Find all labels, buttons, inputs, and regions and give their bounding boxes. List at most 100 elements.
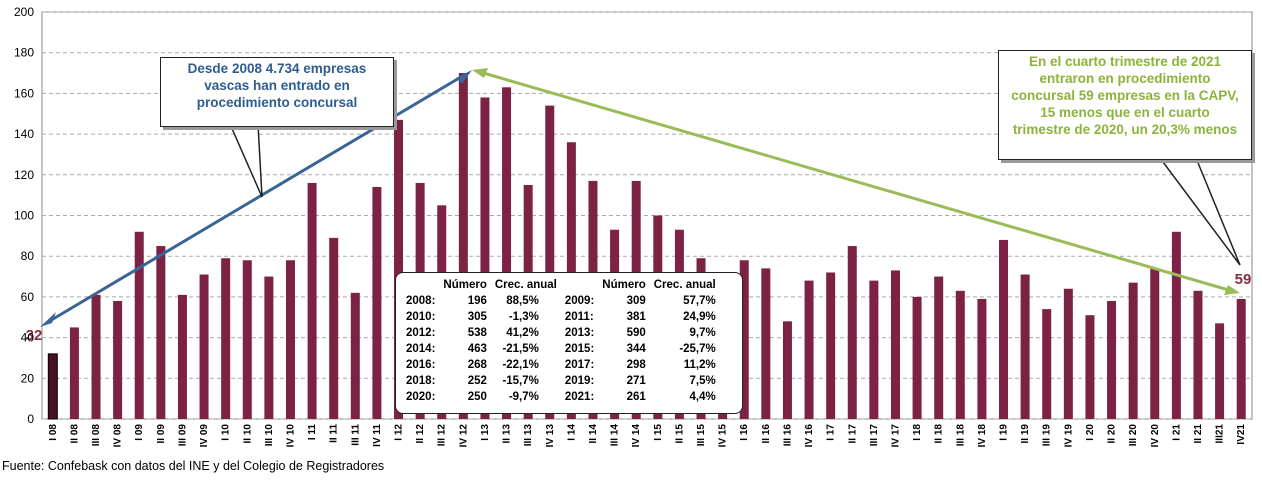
- x-tick-label: I 19: [999, 424, 1010, 441]
- bar: [394, 119, 404, 419]
- x-tick-label: III 11: [350, 424, 361, 446]
- arrow-head: [1224, 285, 1240, 295]
- cell: 381: [626, 311, 646, 323]
- x-tick-label: II 19: [1020, 424, 1031, 444]
- cell: 344: [626, 343, 646, 355]
- x-tick-label: IV21: [1236, 424, 1247, 445]
- bar: [869, 280, 879, 419]
- cell: 2016:: [406, 359, 436, 371]
- cell: 57,7%: [683, 295, 716, 307]
- cell: 538: [467, 327, 487, 339]
- bar: [977, 298, 987, 419]
- cell: 261: [626, 391, 646, 403]
- cell: -25,7%: [679, 343, 716, 355]
- annotation-line: entraron en procedimiento: [1039, 71, 1211, 86]
- bar: [934, 276, 944, 419]
- x-tick-label: III21: [1215, 424, 1226, 444]
- data-label: 32: [26, 327, 43, 344]
- cell: -15,7%: [502, 375, 539, 387]
- x-tick-label: II 21: [1193, 424, 1204, 444]
- bar: [502, 87, 512, 420]
- y-tick-label: 160: [14, 86, 34, 100]
- y-tick-label: 140: [14, 127, 34, 141]
- bar: [1107, 300, 1117, 419]
- annotation-line: concursal 59 empresas en la CAPV,: [1011, 88, 1239, 103]
- x-tick-label: III 08: [91, 424, 102, 447]
- x-tick-label: IV 20: [1150, 424, 1161, 448]
- bar: [1193, 290, 1203, 419]
- x-tick-label: II 08: [69, 424, 80, 444]
- x-tick-label: III 20: [1128, 424, 1139, 447]
- bar: [826, 272, 836, 419]
- bar: [264, 276, 274, 419]
- x-tick-label: II 11: [329, 424, 340, 443]
- cell: 2020:: [406, 391, 436, 403]
- cell: 298: [626, 359, 646, 371]
- x-tick-label: I 08: [48, 424, 59, 441]
- bar: [999, 239, 1009, 419]
- y-tick-label: 80: [21, 249, 35, 263]
- bar: [480, 97, 490, 419]
- header-cell: Número: [602, 279, 646, 291]
- cell: 2009:: [564, 295, 595, 307]
- table-row: 2012: 538 41,2% 2013: 590 9,7%: [402, 325, 720, 341]
- x-tick-label: II 15: [674, 424, 685, 444]
- x-tick-label: III 19: [1042, 424, 1053, 447]
- x-tick-label: IV 14: [631, 424, 642, 448]
- bar: [113, 300, 123, 419]
- x-tick-label: IV 11: [372, 424, 383, 447]
- x-tick-label: I 14: [566, 424, 577, 441]
- x-tick-label: I 21: [1171, 424, 1182, 441]
- cell: 2021:: [564, 391, 595, 403]
- bar: [1020, 274, 1030, 419]
- arrow-head: [472, 68, 488, 78]
- cell: 88,5%: [506, 295, 539, 307]
- x-tick-label: IV 17: [890, 424, 901, 448]
- cell: 305: [467, 311, 487, 323]
- cell: 2015:: [564, 343, 595, 355]
- bar: [1128, 282, 1138, 419]
- bar: [47, 353, 58, 420]
- bar: [1215, 323, 1225, 419]
- bar: [458, 73, 468, 420]
- x-tick-label: IV 12: [458, 424, 469, 448]
- cell: 309: [626, 295, 646, 307]
- annotation-line: 15 menos que en el cuarto: [1040, 105, 1210, 120]
- bar: [1042, 309, 1052, 419]
- bar: [329, 237, 339, 419]
- bar: [1150, 268, 1160, 419]
- x-tick-label: IV 19: [1063, 424, 1074, 448]
- annotation-right: En el cuarto trimestre de 2021 entraron e…: [998, 50, 1252, 160]
- x-tick-label: II 10: [242, 424, 253, 444]
- bar: [1085, 315, 1095, 419]
- bar: [307, 182, 317, 419]
- header-cell: Número: [443, 279, 487, 291]
- bar: [350, 292, 360, 419]
- table-row: 2018: 252 -15,7% 2019: 271 7,5%: [402, 373, 720, 389]
- x-tick-label: II 17: [847, 424, 858, 444]
- bar: [372, 187, 382, 419]
- cell: 268: [467, 359, 487, 371]
- arrow-head: [40, 312, 56, 327]
- table-row: 2008: 196 88,5% 2009: 309 57,7%: [402, 293, 720, 309]
- bar: [221, 258, 231, 419]
- blue-arrow: [47, 72, 467, 324]
- x-tick-label: I 15: [653, 424, 664, 441]
- bar: [134, 231, 144, 419]
- x-tick-label: III 09: [177, 424, 188, 447]
- x-tick-label: III 16: [782, 424, 793, 447]
- cell: -21,5%: [502, 343, 539, 355]
- annotation-line: vascas han entrado en: [204, 78, 350, 93]
- y-tick-label: 0: [27, 412, 34, 426]
- x-tick-label: IV 13: [545, 424, 556, 448]
- y-tick-label: 180: [14, 46, 34, 60]
- x-tick-label: I 20: [1085, 424, 1096, 441]
- bar: [177, 294, 187, 419]
- x-tick-label: III 12: [437, 424, 448, 447]
- x-tick-label: I 10: [221, 424, 232, 441]
- cell: -9,7%: [508, 391, 539, 403]
- cell: 4,4%: [689, 391, 716, 403]
- cell: 271: [626, 375, 646, 387]
- cell: 2018:: [406, 375, 436, 387]
- table-row: 2010: 305 -1,3% 2011: 381 24,9%: [402, 309, 720, 325]
